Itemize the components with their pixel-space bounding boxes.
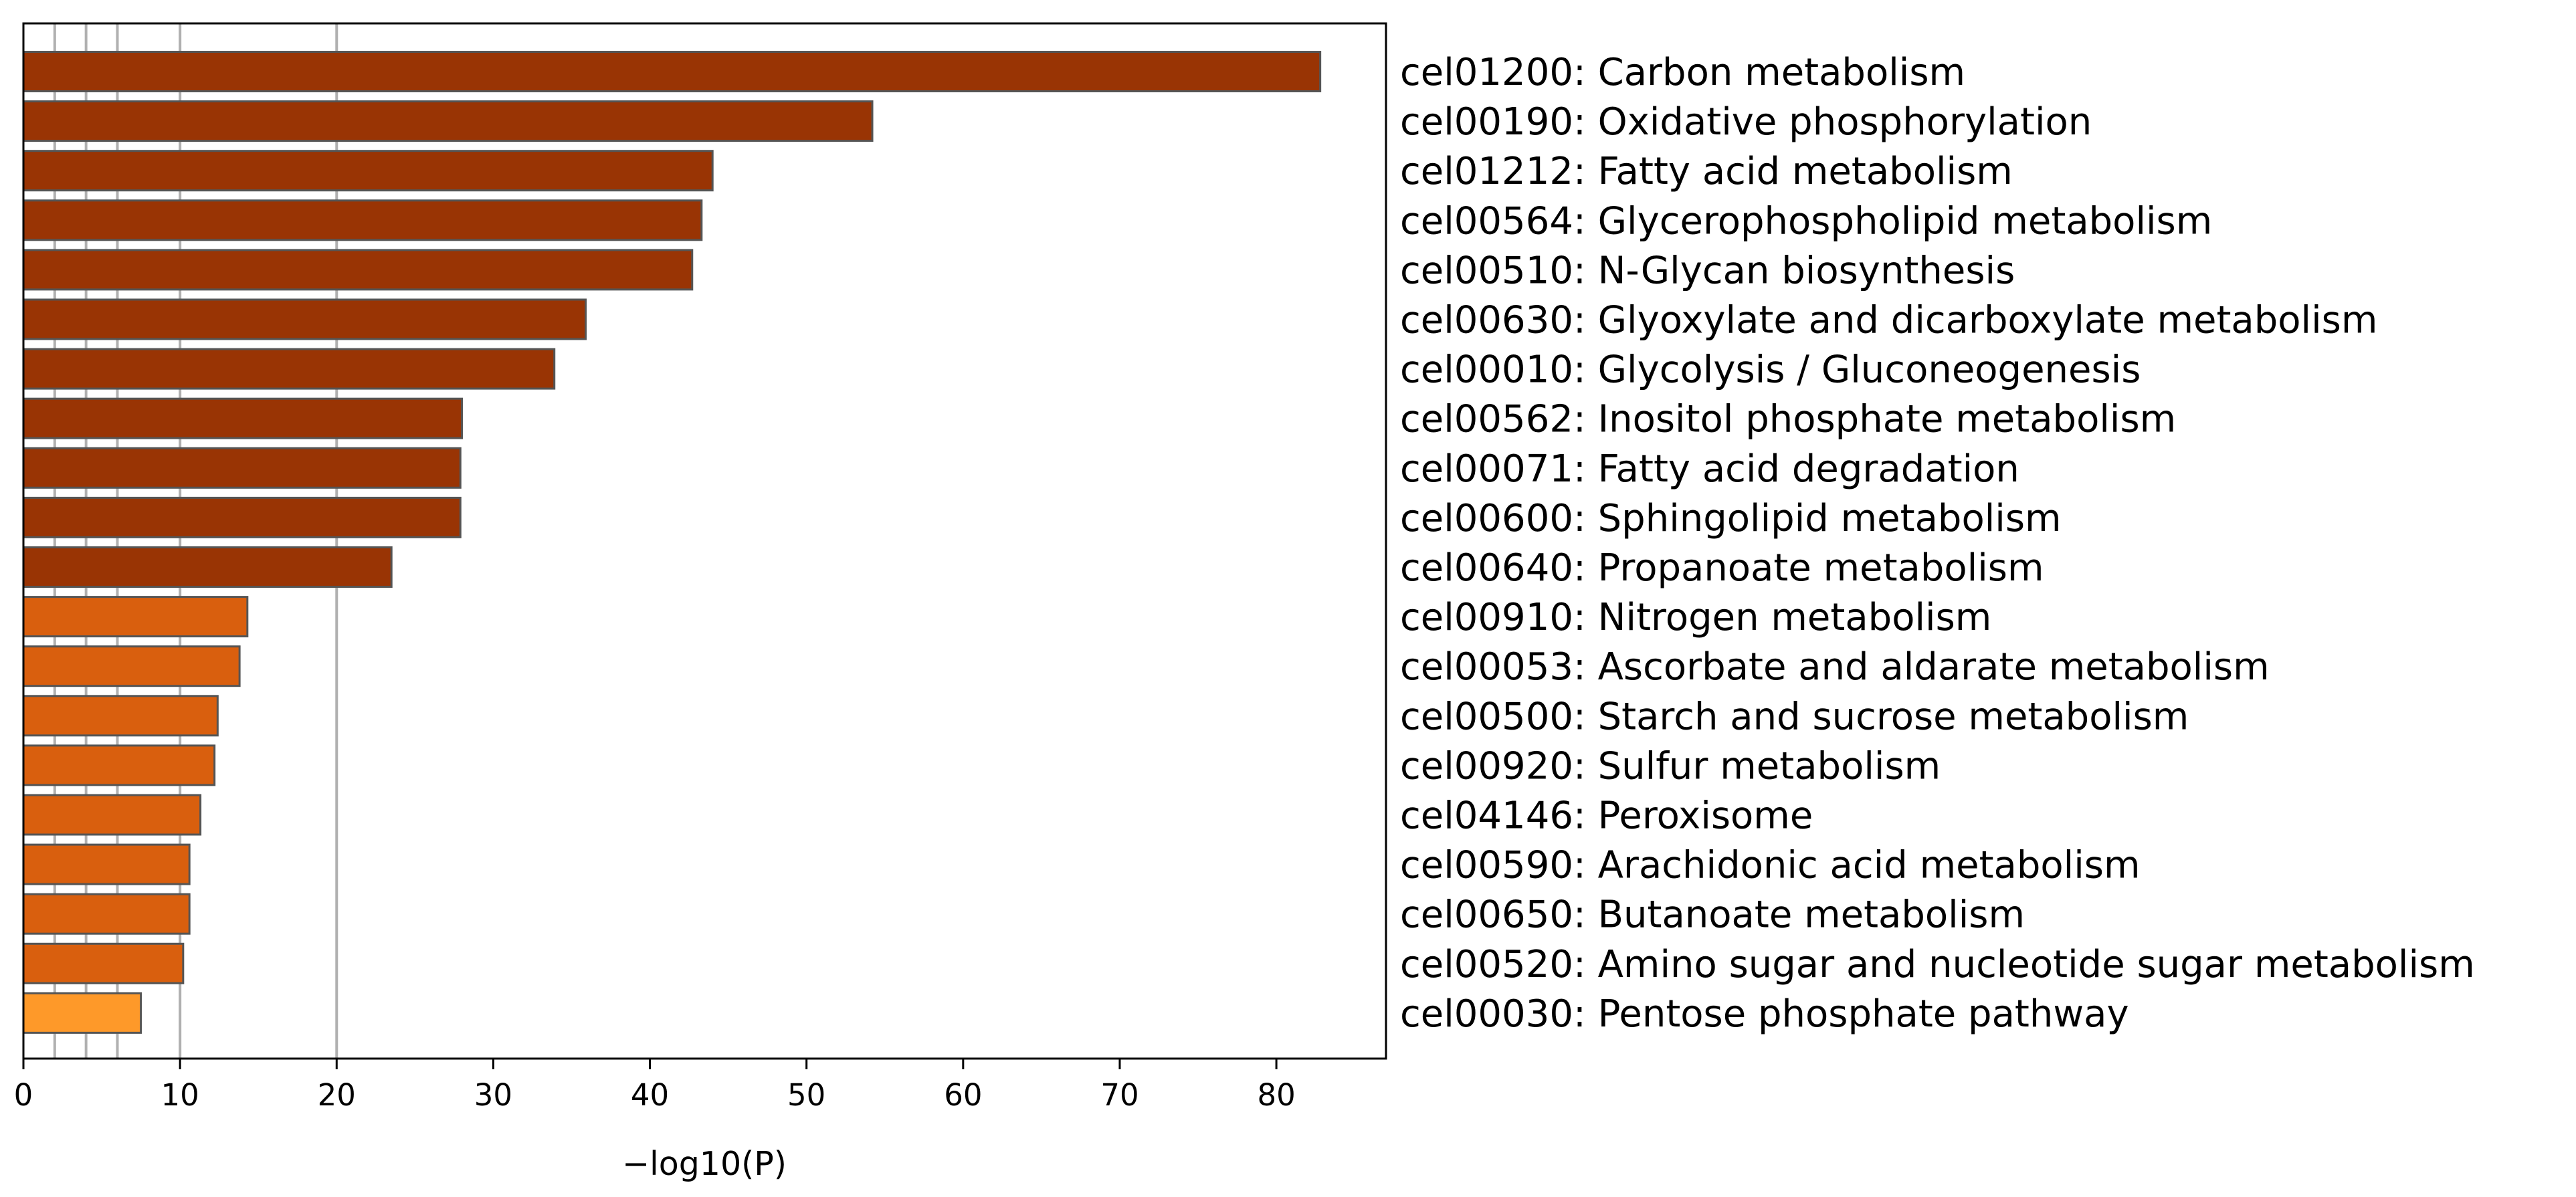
bar	[22, 150, 714, 192]
category-labels: cel01200: Carbon metabolism cel00190: Oxi…	[1400, 51, 2475, 1036]
category-label: cel00920: Sulfur metabolism	[1400, 744, 1941, 788]
x-tick-label: 10	[161, 1077, 199, 1113]
category-label: cel00053: Ascorbate and aldarate metabol…	[1400, 645, 2270, 689]
bar	[22, 596, 249, 638]
x-tick-label: 80	[1257, 1077, 1295, 1113]
bar	[22, 695, 219, 737]
x-tick-label: 60	[944, 1077, 982, 1113]
category-label: cel00600: Sphingolipid metabolism	[1400, 497, 2062, 540]
bar	[22, 546, 393, 588]
bar	[22, 51, 1322, 92]
x-tick-label: 70	[1100, 1077, 1138, 1113]
bar	[22, 199, 703, 241]
category-label: cel00650: Butanoate metabolism	[1400, 893, 2025, 937]
category-label: cel00562: Inositol phosphate metabolism	[1400, 398, 2176, 441]
bar	[22, 645, 241, 687]
x-tick-label: 30	[474, 1077, 512, 1113]
bar	[22, 992, 142, 1034]
bar	[22, 397, 464, 439]
x-tick-label: 20	[318, 1077, 356, 1113]
bar	[22, 893, 191, 935]
category-label: cel00500: Starch and sucrose metabolism	[1400, 695, 2189, 738]
category-label: cel00010: Glycolysis / Gluconeogenesis	[1400, 348, 2141, 392]
category-label: cel04146: Peroxisome	[1400, 794, 1813, 838]
category-label: cel00564: Glycerophospholipid metabolism	[1400, 199, 2212, 243]
category-label: cel00520: Amino sugar and nucleotide sug…	[1400, 943, 2475, 986]
bar	[22, 496, 462, 538]
bar	[22, 942, 185, 984]
bar	[22, 447, 462, 489]
bar	[22, 348, 556, 390]
category-label: cel00910: Nitrogen metabolism	[1400, 596, 1991, 639]
bars	[22, 51, 1322, 1034]
category-label: cel00510: N-Glycan biosynthesis	[1400, 249, 2015, 292]
bar	[22, 298, 587, 340]
plot-area-frame	[22, 22, 1387, 1060]
x-tick-label: 0	[14, 1077, 33, 1113]
category-label: cel00630: Glyoxylate and dicarboxylate m…	[1400, 299, 2377, 342]
category-label: cel01212: Fatty acid metabolism	[1400, 150, 2013, 193]
category-label: cel00071: Fatty acid degradation	[1400, 447, 2019, 491]
category-label: cel00190: Oxidative phosphorylation	[1400, 100, 2092, 144]
x-tick-label: 50	[787, 1077, 825, 1113]
x-axis-ticks: 0 10 20 30 40 50 60 70 80	[14, 1059, 1296, 1113]
bar	[22, 744, 216, 786]
category-label: cel00640: Propanoate metabolism	[1400, 546, 2044, 590]
bar	[22, 100, 874, 142]
category-label: cel01200: Carbon metabolism	[1400, 51, 1965, 94]
bar	[22, 843, 191, 885]
bar	[22, 794, 202, 836]
category-label: cel00590: Arachidonic acid metabolism	[1400, 844, 2141, 887]
x-axis-label: −log10(P)	[622, 1145, 787, 1183]
x-tick-label: 40	[631, 1077, 669, 1113]
bar	[22, 249, 694, 291]
category-label: cel00030: Pentose phosphate pathway	[1400, 992, 2129, 1036]
grid-lines	[53, 23, 338, 1059]
